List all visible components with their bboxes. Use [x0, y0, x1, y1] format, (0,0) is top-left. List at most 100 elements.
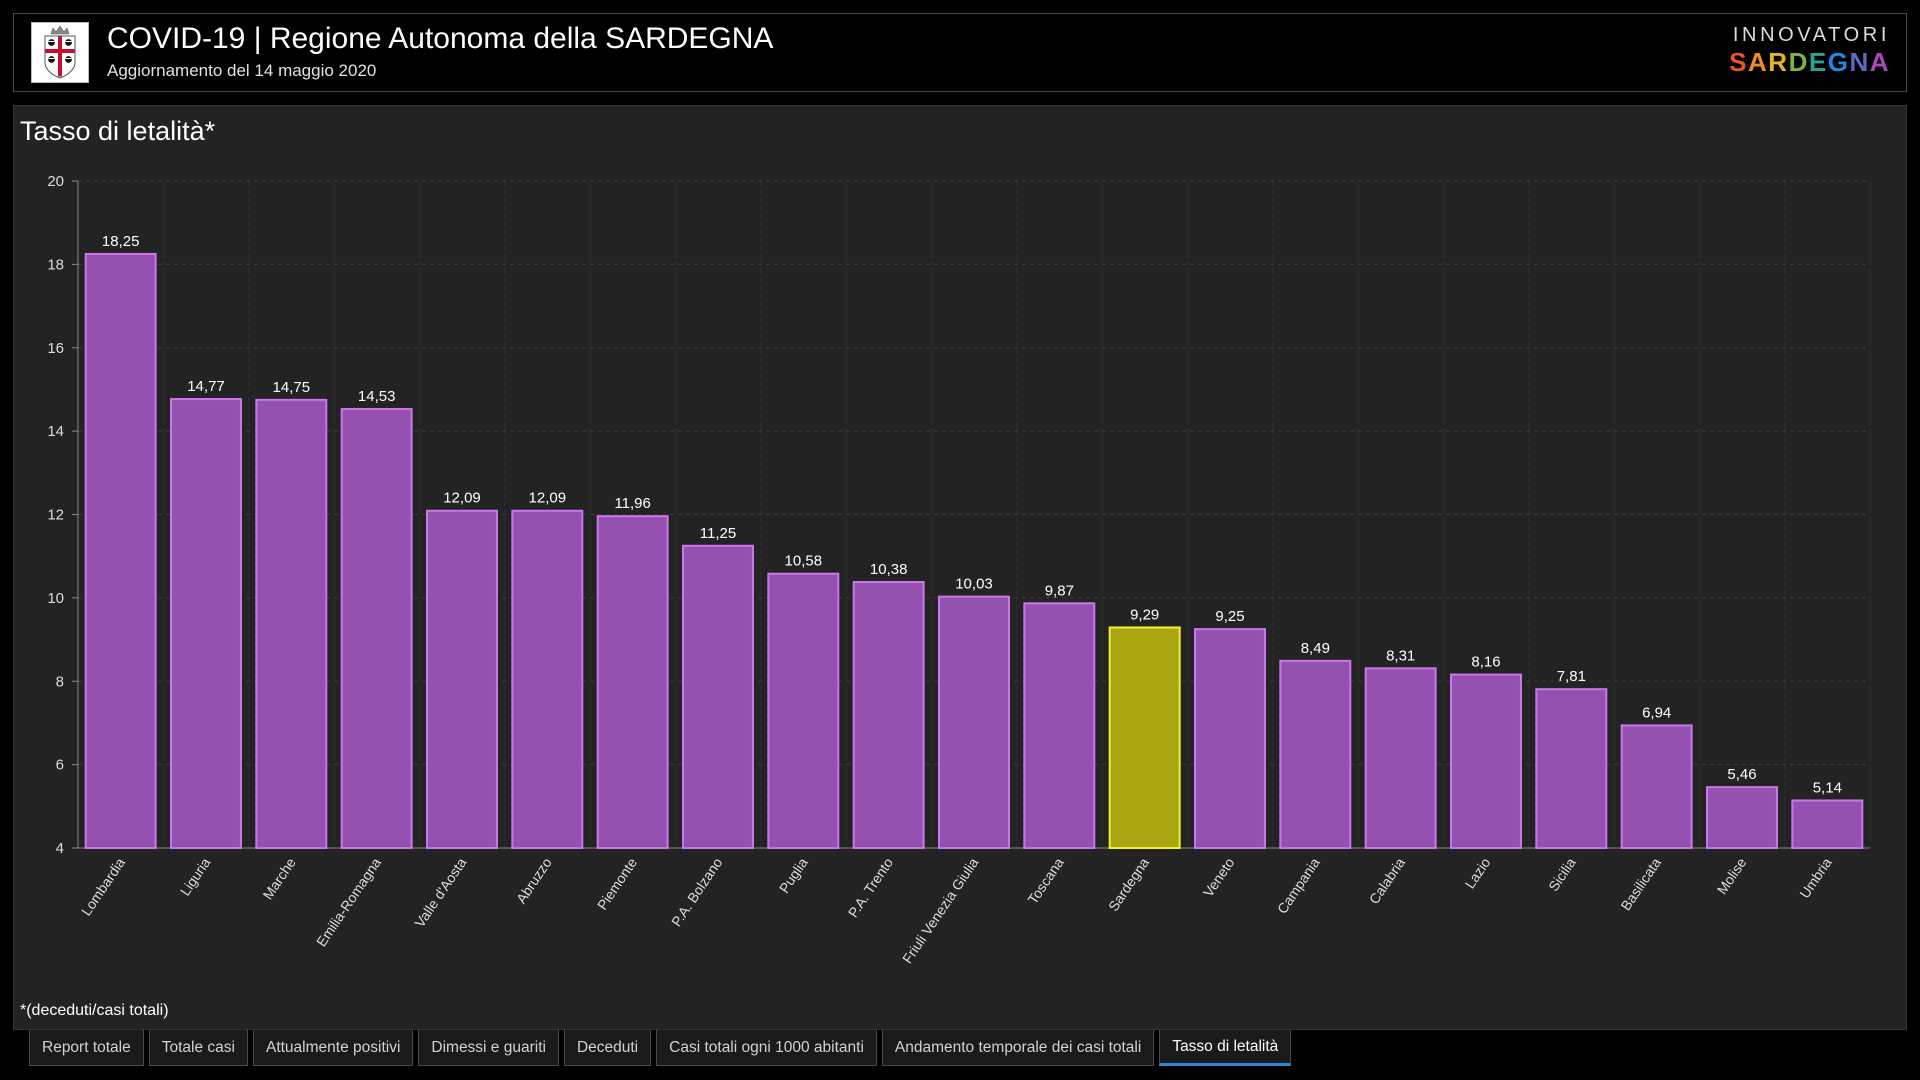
- tab-attualmente-positivi[interactable]: Attualmente positivi: [252, 1030, 414, 1066]
- x-tick-label: Piemonte: [594, 855, 640, 913]
- logo-letter: E: [1808, 47, 1828, 77]
- bar-lombardia: [84, 252, 157, 849]
- x-tick-label: Liguria: [177, 855, 214, 899]
- tab-deceduti[interactable]: Deceduti: [563, 1030, 652, 1066]
- tab-dimessi-e-guariti[interactable]: Dimessi e guariti: [418, 1030, 559, 1066]
- bar-value-label: 10,03: [955, 576, 993, 593]
- bar-piemonte: [596, 515, 669, 849]
- y-tick-label: 6: [56, 757, 64, 774]
- y-tick-label: 18: [47, 256, 64, 273]
- logo-letter: S: [1729, 47, 1749, 77]
- y-tick-label: 4: [56, 840, 64, 857]
- logo-letter: R: [1768, 47, 1789, 77]
- tab-report-totale[interactable]: Report totale: [29, 1030, 144, 1066]
- lethality-bar-chart: 4 6 8 10 12 14 16 18 20 18,25 Lombardia 14,77 Liguri…: [47, 173, 1871, 967]
- bar-value-label: 10,58: [785, 553, 823, 570]
- bar-basilicata: [1620, 724, 1693, 849]
- bar-value-label: 9,25: [1215, 608, 1244, 625]
- bar-value-label: 5,14: [1813, 779, 1842, 796]
- bar-value-label: 6,94: [1642, 704, 1671, 721]
- bar-umbria: [1791, 799, 1864, 850]
- x-tick-label: P.A. Bolzano: [668, 855, 726, 930]
- x-tick-label: Calabria: [1366, 855, 1409, 907]
- bar-value-label: 12,09: [443, 490, 481, 507]
- bar-abruzzo: [511, 509, 584, 849]
- sardinia-coat-of-arms-icon: [31, 22, 89, 83]
- x-tick-label: Toscana: [1024, 855, 1067, 907]
- bar-value-label: 12,09: [529, 490, 567, 507]
- x-tick-label: Veneto: [1200, 855, 1238, 900]
- chart-panel: Tasso di letalità* 4 6 8 10 12 14 16 18 20 18,25 L…: [13, 105, 1907, 1030]
- x-tick-label: Emilia-Romagna: [313, 855, 384, 950]
- x-tick-label: Molise: [1714, 855, 1750, 898]
- bar-valle-d-aosta: [426, 509, 498, 849]
- x-tick-label: Valle d'Aosta: [411, 855, 469, 931]
- bar-value-label: 9,29: [1130, 606, 1159, 623]
- bottom-tab-bar: Report totale Totale casi Attualmente po…: [29, 1030, 1292, 1066]
- tab-totale-casi[interactable]: Totale casi: [148, 1030, 248, 1066]
- x-tick-label: Basilicata: [1617, 855, 1664, 914]
- x-tick-label: Sicilia: [1545, 855, 1579, 894]
- bar-value-label: 8,49: [1301, 640, 1330, 657]
- bar-value-label: 7,81: [1557, 668, 1586, 685]
- x-tick-label: Abruzzo: [513, 855, 555, 907]
- chart-title: Tasso di letalità*: [20, 116, 216, 146]
- update-date-subtitle: Aggiornamento del 14 maggio 2020: [107, 61, 377, 80]
- y-tick-label: 10: [47, 590, 64, 607]
- logo-letter: G: [1827, 47, 1850, 77]
- logo-letter: A: [1748, 47, 1769, 77]
- bar-friuli-venezia-giulia: [938, 595, 1010, 850]
- x-tick-label: Friuli Venezia Giulia: [899, 855, 982, 967]
- tab-casi-totali-ogni-1000-abitanti[interactable]: Casi totali ogni 1000 abitanti: [656, 1030, 877, 1066]
- bar-liguria: [170, 398, 242, 849]
- header-bar: COVID-19 | Regione Autonoma della SARDEG…: [13, 13, 1907, 92]
- bar-sicilia: [1535, 688, 1608, 850]
- bar-value-label: 9,87: [1045, 582, 1074, 599]
- innovatori-logo-line1: INNOVATORI: [1732, 24, 1890, 46]
- bar-value-label: 11,96: [614, 495, 650, 512]
- bar-value-label: 8,16: [1471, 654, 1500, 671]
- innovatori-sardegna-logo: INNOVATORI SARDEGNA: [1729, 23, 1890, 77]
- bar-calabria: [1364, 667, 1437, 850]
- bar-toscana: [1023, 602, 1096, 849]
- bar-value-label: 5,46: [1727, 766, 1756, 783]
- bar-value-label: 14,77: [187, 378, 225, 395]
- bar-sardegna: [1108, 626, 1181, 850]
- bar-emilia-romagna: [340, 408, 413, 849]
- logo-letter: D: [1788, 47, 1809, 77]
- y-tick-label: 14: [47, 423, 64, 440]
- page-title: COVID-19 | Regione Autonoma della SARDEG…: [107, 22, 774, 55]
- bar-value-label: 14,75: [273, 379, 311, 396]
- logo-letter: N: [1849, 47, 1870, 77]
- x-tick-label: Marche: [259, 855, 298, 903]
- bar-value-label: 14,53: [358, 388, 396, 405]
- chart-footnote: *(deceduti/casi totali): [20, 1002, 169, 1019]
- bar-value-label: 8,31: [1386, 647, 1415, 664]
- bar-veneto: [1194, 628, 1266, 849]
- innovatori-logo-line2: SARDEGNA: [1729, 47, 1890, 77]
- tab-andamento-temporale-casi-totali[interactable]: Andamento temporale dei casi totali: [881, 1030, 1155, 1066]
- y-tick-label: 12: [47, 507, 64, 524]
- x-tick-label: P.A. Trento: [845, 855, 897, 921]
- bar-p-a-trento: [852, 581, 925, 849]
- tab-tasso-di-letalita[interactable]: Tasso di letalità: [1159, 1030, 1292, 1066]
- bar-value-label: 11,25: [700, 525, 736, 542]
- bar-campania: [1279, 659, 1352, 849]
- logo-letter: A: [1869, 47, 1890, 77]
- bar-molise: [1706, 786, 1778, 849]
- x-tick-label: Lombardia: [78, 855, 128, 919]
- bar-puglia: [767, 572, 840, 849]
- x-tick-label: Sardegna: [1105, 855, 1152, 914]
- x-tick-label: Campania: [1274, 855, 1323, 917]
- x-tick-label: Puglia: [776, 855, 811, 896]
- x-tick-label: Lazio: [1462, 855, 1494, 892]
- bar-value-label: 10,38: [870, 561, 908, 578]
- y-tick-label: 16: [47, 340, 64, 357]
- bar-p-a-bolzano: [682, 544, 754, 849]
- bar-lazio: [1450, 673, 1522, 850]
- y-tick-label: 20: [47, 173, 64, 190]
- x-tick-label: Umbria: [1796, 855, 1835, 902]
- bar-value-label: 18,25: [102, 233, 140, 250]
- y-tick-label: 8: [56, 673, 64, 690]
